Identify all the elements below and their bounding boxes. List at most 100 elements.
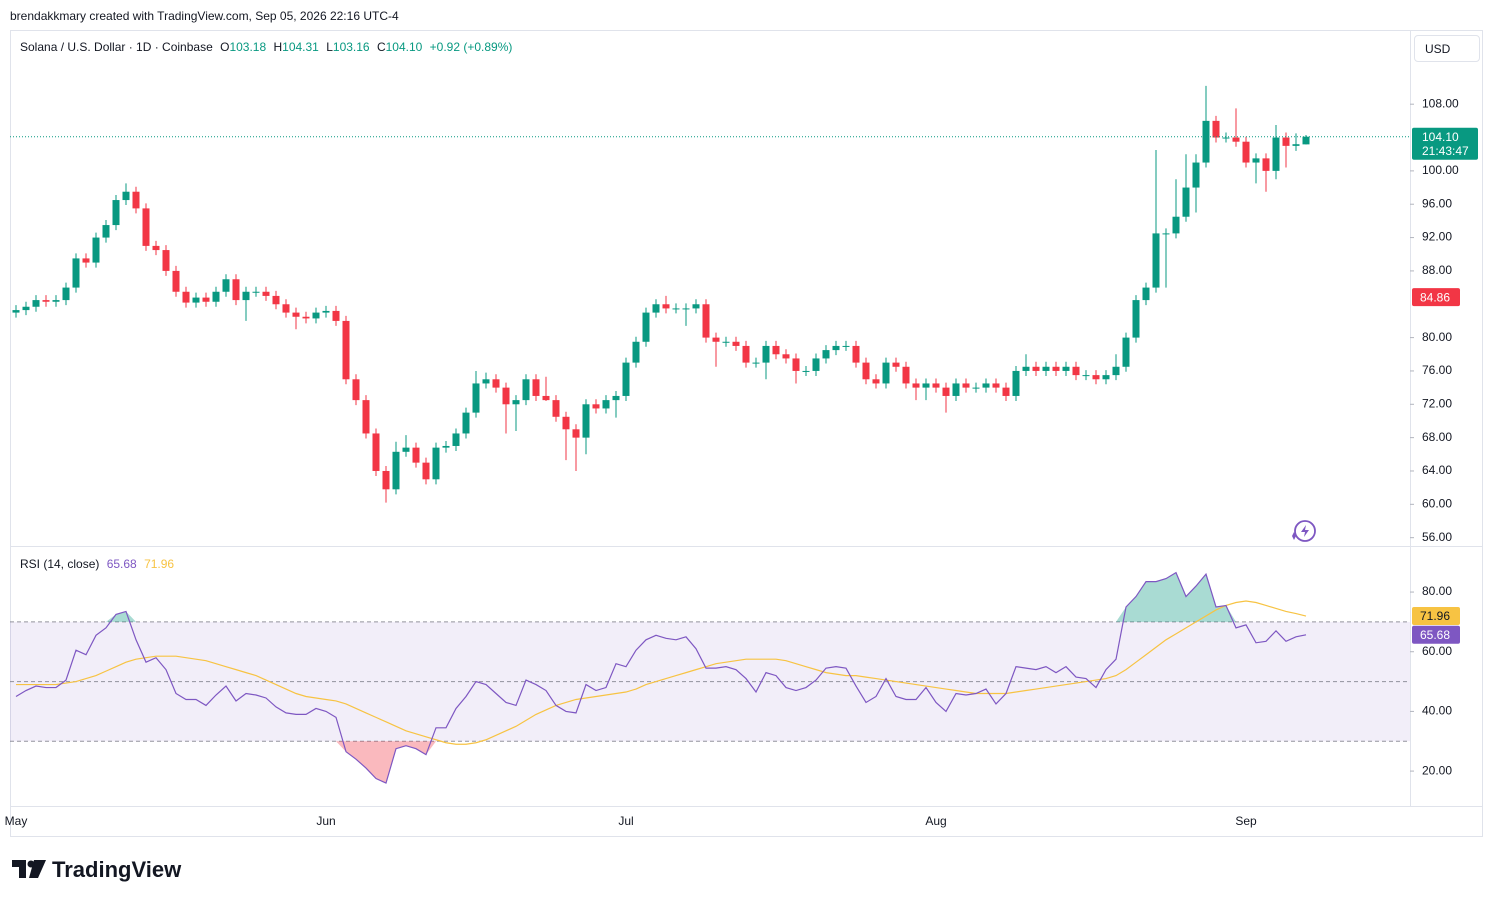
y-tick-label: 76.00 [1422,363,1452,377]
candle-body [512,400,520,405]
y-tick-label: 100.00 [1422,163,1459,177]
candle-body [632,341,640,363]
candle-body [1022,366,1030,371]
candle-body [892,362,900,367]
rsi-ma-line [16,600,1307,745]
candle-body [172,270,180,292]
candle-body [472,383,480,413]
value-badge-label: 65.68 [1420,628,1450,642]
candle-body [452,433,460,446]
candle-body [602,400,610,409]
credit: brendakkmary created with TradingView.co… [10,9,399,23]
candle-body [202,297,210,302]
candle-body [192,297,200,303]
candle-body [802,370,810,372]
candle-body [1102,375,1110,380]
candle-body [862,362,870,380]
candle-body [882,362,890,384]
candle-body [282,304,290,313]
candle-body [1262,158,1270,171]
candle-body [962,383,970,388]
ohlc-value: 104.10 [385,40,423,54]
y-tick-label: 60.00 [1422,644,1452,658]
ohlc-key: H [273,40,283,54]
candle-body [852,345,860,363]
change: +0.92 (+0.89%) [429,40,513,54]
candle-body [1092,375,1100,380]
candle-body [462,412,470,434]
currency-button[interactable]: USD [1414,35,1480,62]
candle-body [1202,120,1210,163]
ohlc-value: 103.16 [332,40,370,54]
candle-body [52,300,60,302]
candle-body [782,354,790,359]
candle-body [922,383,930,388]
candle-body [442,445,450,448]
candle-body [1012,370,1020,396]
candle-body [1042,366,1050,371]
candle-body [1142,287,1150,301]
candle-body [672,308,680,310]
candle-body [692,304,700,309]
ohlc-key: L [326,40,333,54]
candle-body [1292,144,1300,146]
candle-body [1232,137,1240,142]
candle-body [132,191,140,209]
candle-body [552,400,560,417]
oversold-fill [16,741,1306,784]
x-tick-label: Sep [1235,814,1257,828]
candle-body [572,429,580,438]
rsi-value: 65.68 [106,557,137,571]
candle-body [562,416,570,430]
candle-body [332,310,340,321]
candle-body [972,387,980,389]
last-price-label: 104.10 [1422,130,1459,144]
candle-body [262,291,270,296]
candle-body [612,395,620,401]
candle-body [382,470,390,490]
candle-body [162,250,170,271]
candle-body [832,345,840,351]
y-tick-label: 96.00 [1422,196,1452,210]
snapshot-icon [1292,520,1316,542]
candle-body [272,295,280,305]
candle-body [1122,337,1130,367]
candle-body [792,358,800,371]
candle-body [502,387,510,405]
candle-body [1072,366,1080,376]
candle-body [32,300,40,307]
ohlc-key: C [376,40,386,54]
candle-body [22,306,30,311]
y-tick-label: 20.00 [1422,763,1452,777]
y-tick-label: 80.00 [1422,584,1452,598]
value-badge-label: 71.96 [1420,609,1450,623]
candle-body [1002,387,1010,396]
candle-body [1162,233,1170,235]
candle-body [652,304,660,313]
symbol-title: Solana / U.S. Dollar · 1D · Coinbase [20,40,213,54]
candle-body [82,258,90,263]
candle-body [752,362,760,364]
x-tick-label: Jun [316,814,335,828]
candle-body [482,379,490,384]
candle-body [582,404,590,438]
countdown: 21:43:47 [1422,144,1469,158]
candle-body [62,287,70,301]
candle-body [1112,366,1120,376]
candle-body [1132,300,1140,338]
candle-body [12,310,20,313]
y-tick-label: 64.00 [1422,463,1452,477]
candle-body [302,316,310,319]
candle-body [412,447,420,463]
rsi-ma-value: 71.96 [144,557,175,571]
candle-body [712,337,720,342]
candle-body [242,291,250,301]
candle-body [822,350,830,359]
candle-body [1082,375,1090,377]
candle-body [812,358,820,371]
candle-body [982,383,990,388]
candle-body [742,345,750,363]
candle-body [402,447,410,452]
candle-body [392,451,400,490]
candle-body [952,383,960,396]
